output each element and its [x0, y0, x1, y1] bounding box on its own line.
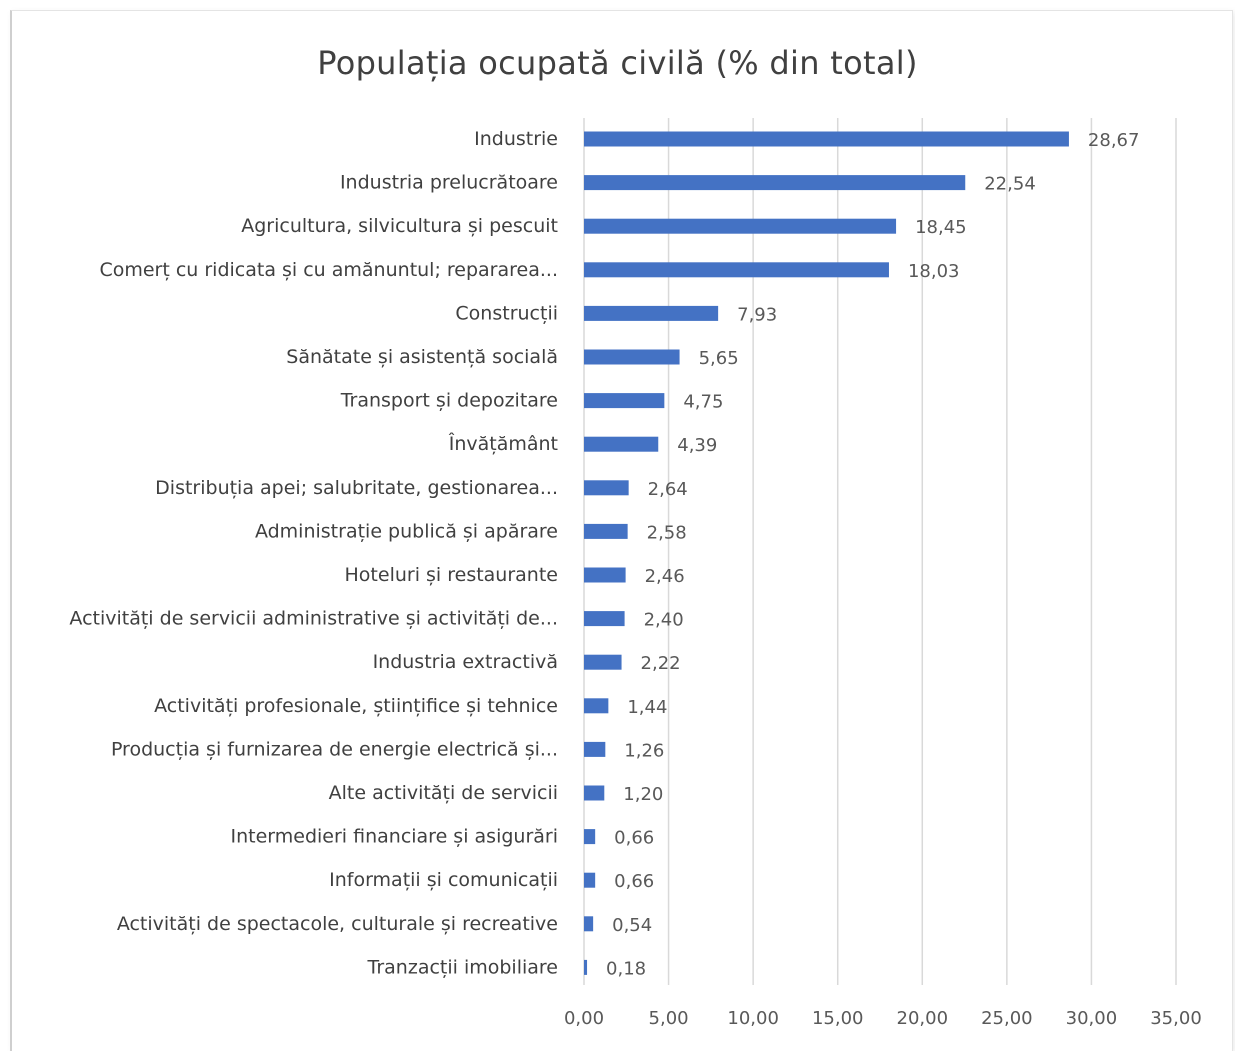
data-label: 1,26: [624, 740, 664, 761]
category-label: Activități de spectacole, culturale și r…: [117, 913, 558, 935]
data-label: 28,67: [1088, 130, 1140, 151]
category-label: Comerț cu ridicata și cu amănuntul; repa…: [99, 259, 558, 281]
category-label: Învățământ: [448, 432, 558, 455]
data-label: 0,66: [614, 871, 654, 892]
category-label: Transport și depozitare: [340, 390, 558, 412]
x-tick-label: 30,00: [1066, 1008, 1118, 1029]
category-label: Hoteluri și restaurante: [345, 564, 558, 586]
value-labels: 28,67 22,54 18,45 18,03 7,93 5,65 4,75 4,39 2,64…: [606, 130, 1139, 979]
data-label: 1,44: [627, 697, 667, 718]
bar: [584, 654, 622, 670]
category-label: Industrie: [474, 128, 558, 150]
chart-title: Populația ocupată civilă (% din total): [317, 44, 918, 82]
data-label: 2,46: [645, 566, 685, 587]
data-label: 2,64: [648, 479, 688, 500]
category-label: Informații și comunicații: [329, 869, 558, 891]
data-label: 0,66: [614, 828, 654, 849]
category-labels: Industrie Industria prelucrătoare Agricult…: [69, 128, 558, 978]
data-label: 7,93: [737, 304, 777, 325]
bar: [584, 262, 889, 278]
bar: [584, 523, 628, 539]
data-label: 1,20: [623, 784, 663, 805]
data-label: 0,18: [606, 958, 646, 979]
category-label: Agricultura, silvicultura și pescuit: [241, 215, 558, 237]
bars: [584, 131, 1069, 975]
bar: [584, 611, 625, 627]
x-tick-label: 10,00: [727, 1008, 779, 1029]
category-label: Activități profesionale, științifice și …: [154, 695, 558, 717]
x-tick-label: 5,00: [649, 1008, 689, 1029]
category-label: Alte activități de servicii: [329, 782, 558, 804]
bar: [584, 218, 897, 234]
bar: [584, 698, 609, 714]
data-label: 4,39: [677, 435, 717, 456]
x-tick-label: 35,00: [1150, 1008, 1202, 1029]
data-label: 0,54: [612, 915, 652, 936]
data-label: 2,40: [644, 610, 684, 631]
data-label: 2,22: [641, 653, 681, 674]
bar: [584, 872, 596, 888]
x-tick-label: 0,00: [564, 1008, 604, 1029]
category-label: Producția și furnizarea de energie elect…: [111, 738, 558, 760]
x-tick-label: 15,00: [812, 1008, 864, 1029]
category-label: Sănătate și asistență socială: [286, 346, 558, 368]
bar: [584, 131, 1069, 147]
bar: [584, 480, 629, 496]
category-label: Industria prelucrătoare: [340, 172, 558, 194]
category-label: Distribuția apei; salubritate, gestionar…: [155, 477, 558, 499]
data-label: 2,58: [647, 522, 687, 543]
bar: [584, 393, 665, 409]
bar: [584, 916, 594, 932]
gridlines: [583, 118, 1177, 985]
bar: [584, 305, 719, 321]
bar: [584, 785, 605, 801]
category-label: Administrație publică și apărare: [255, 520, 558, 542]
bar: [584, 567, 626, 583]
bar: [584, 829, 596, 845]
category-label: Construcții: [455, 302, 558, 324]
bar: [584, 175, 966, 191]
data-label: 18,03: [908, 261, 960, 282]
category-label: Intermedieri financiare și asigurări: [231, 826, 559, 848]
x-tick-label: 25,00: [981, 1008, 1033, 1029]
data-label: 4,75: [683, 392, 723, 413]
bar: [584, 959, 588, 975]
data-label: 22,54: [984, 174, 1036, 195]
x-tick-label: 20,00: [897, 1008, 949, 1029]
data-label: 18,45: [915, 217, 967, 238]
data-label: 5,65: [699, 348, 739, 369]
bar: [584, 741, 606, 757]
bar: [584, 349, 680, 365]
category-label: Industria extractivă: [373, 651, 558, 673]
category-label: Tranzacții imobiliare: [367, 956, 558, 978]
x-axis-ticks: 0,00 5,00 10,00 15,00 20,00 25,00 30,00 35,00: [564, 1008, 1202, 1029]
category-label: Activități de servicii administrative și…: [69, 608, 558, 630]
bar: [584, 436, 659, 452]
